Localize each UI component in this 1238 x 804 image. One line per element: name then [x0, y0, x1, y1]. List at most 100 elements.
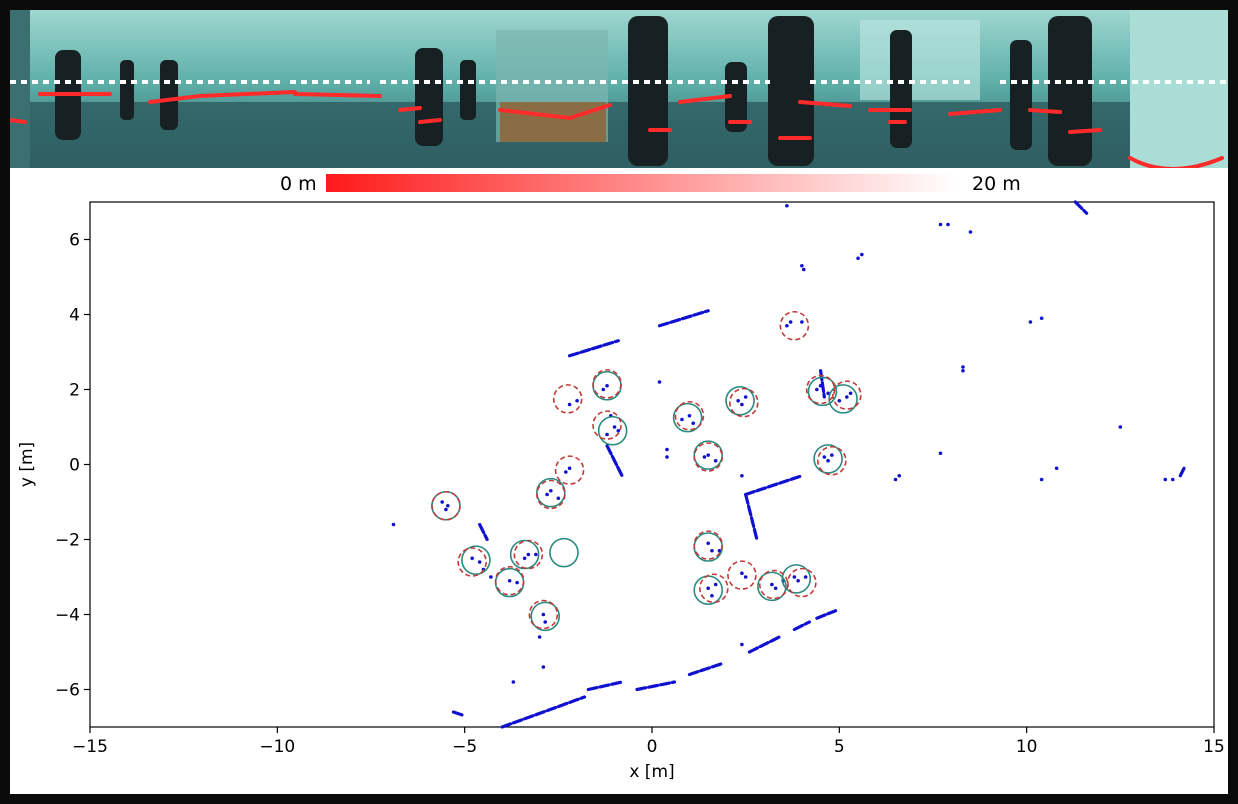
detection-circle — [693, 530, 724, 560]
scan-point — [706, 541, 710, 546]
x-tick-label: −10 — [259, 737, 295, 757]
scan-point — [770, 582, 774, 587]
scan-segment — [478, 522, 489, 542]
scan-point — [938, 451, 943, 456]
scan-point — [605, 383, 609, 388]
pano-display-base — [500, 102, 606, 142]
scan-point — [1118, 425, 1123, 429]
scan-point — [477, 560, 482, 564]
scan-point — [691, 421, 696, 426]
panorama-scene — [10, 10, 1228, 168]
scan-point — [537, 635, 542, 639]
detection-circle — [457, 547, 487, 577]
colorbar-min-label: 0 m — [280, 173, 317, 195]
x-tick-label: 15 — [1203, 737, 1225, 757]
scan-point — [446, 503, 450, 508]
pano-column-left — [10, 10, 30, 168]
scan-point — [713, 458, 718, 463]
x-tick-label: 0 — [647, 737, 658, 757]
y-tick-label: −6 — [55, 681, 80, 701]
scan-point — [796, 578, 800, 583]
scan-segment — [815, 609, 838, 620]
detection-circle — [728, 387, 759, 418]
scatter-chart: −15 −10 −5 0 5 10 15 −6 −4 −2 0 2 4 6 x [m] y [m] — [17, 174, 1225, 782]
scan-point — [826, 391, 830, 396]
scan-point — [702, 455, 707, 459]
scan-point — [961, 365, 965, 369]
scan-point — [612, 425, 617, 429]
scan-point — [800, 263, 804, 268]
scan-segment — [744, 492, 759, 542]
x-tick-label: −15 — [72, 737, 108, 757]
scan-point — [564, 470, 568, 474]
scan-point — [567, 466, 572, 471]
scan-point — [391, 522, 396, 527]
scan-segment — [747, 635, 781, 654]
scan-point — [549, 488, 553, 493]
track-circle — [530, 601, 561, 632]
scan-point — [826, 458, 830, 463]
scan-point — [687, 413, 692, 418]
scan-point — [601, 387, 606, 392]
scan-point — [507, 578, 512, 583]
colorbar — [326, 174, 956, 192]
scan-point — [511, 680, 516, 684]
scan-point — [543, 620, 548, 624]
figure-panel: 0 m 20 m −15 −10 −5 0 5 10 15 −6 −4 −2 0 2 4 6 x [m]… — [10, 10, 1228, 794]
scan-point — [657, 380, 662, 384]
y-tick-label: 0 — [69, 456, 80, 476]
scan-point — [736, 398, 740, 403]
scan-segment — [657, 309, 710, 328]
detection-circle — [528, 599, 559, 630]
scan-point — [968, 230, 973, 234]
scan-point — [818, 383, 823, 388]
scan-point — [785, 203, 789, 208]
scan-point — [740, 571, 744, 576]
scan-point — [665, 455, 669, 459]
scan-point — [740, 642, 744, 647]
detection-circle — [431, 490, 461, 521]
scan-point — [575, 398, 579, 403]
track-circle — [536, 477, 566, 508]
y-tick-label: −2 — [55, 531, 80, 551]
scan-point — [1163, 477, 1168, 482]
scan-point — [800, 320, 804, 324]
scan-segment — [451, 710, 467, 718]
detection-circle — [552, 384, 583, 414]
detection-circle — [817, 445, 847, 476]
scan-point — [444, 507, 448, 512]
scan-point — [567, 402, 572, 407]
scan-point — [665, 447, 669, 452]
y-tick-label: −4 — [55, 606, 80, 626]
detection-circle — [699, 573, 729, 604]
track-circle — [461, 545, 491, 575]
scan-point — [515, 580, 519, 585]
detection-circle — [727, 560, 757, 590]
scan-point — [541, 612, 546, 617]
detection-circle — [787, 567, 817, 598]
scan-point — [837, 398, 842, 403]
scan-point — [710, 593, 714, 598]
scan-segment — [635, 680, 677, 692]
y-tick-label: 2 — [69, 381, 80, 401]
scan-point — [717, 548, 722, 553]
pano-column-right — [1130, 10, 1228, 168]
x-axis-ticks: −15 −10 −5 0 5 10 15 — [72, 727, 1225, 757]
panorama-image — [10, 10, 1228, 168]
scan-point — [522, 556, 527, 561]
scan-point — [489, 575, 493, 579]
track-circle — [597, 415, 628, 446]
scan-segment — [500, 695, 587, 729]
scan-point — [534, 552, 538, 557]
scan-point — [710, 548, 714, 553]
scan-segment — [567, 339, 620, 358]
scan-point — [845, 395, 849, 399]
scan-point — [706, 453, 710, 457]
scan-point — [545, 492, 549, 497]
scan-point — [801, 267, 806, 272]
pano-wall-panel — [860, 20, 980, 100]
scan-point — [822, 455, 827, 459]
y-axis-label: y [m] — [17, 442, 37, 487]
scan-segment — [605, 444, 624, 478]
track-circle — [781, 564, 812, 594]
